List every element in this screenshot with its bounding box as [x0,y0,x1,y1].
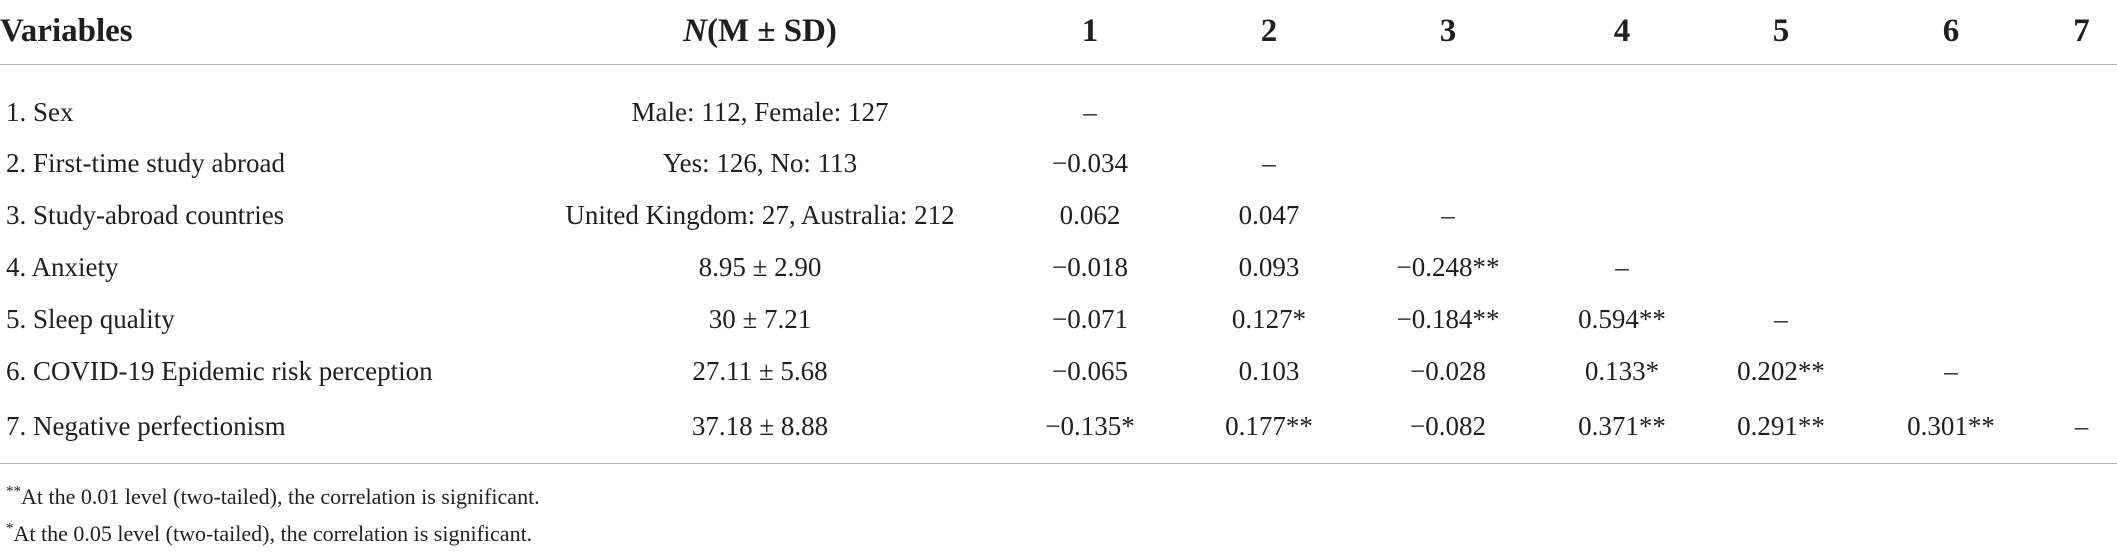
cell-col-4: – [1615,251,1629,282]
header-col-2: 2 [1260,12,1278,49]
row-n-value: United Kingdom: 27, Australia: 212 [565,199,955,230]
cell-col-5 [1706,65,1856,138]
cell-col-5 [1706,137,1856,189]
header-col-4: 4 [1613,12,1631,49]
table-row: 4. Anxiety 8.95 ± 2.90 −0.018 0.093 −0.2… [0,241,2117,293]
footnote-significance-001: **At the 0.01 level (two-tailed), the co… [6,478,540,515]
header-variables: Variables [0,12,133,49]
cell-col-1: −0.135* [1045,410,1135,441]
table-row: 5. Sleep quality 30 ± 7.21 −0.071 0.127*… [0,293,2117,345]
header-n-rest: (M ± SD) [706,12,837,49]
cell-col-1: 0.062 [1059,199,1121,230]
header-n-italic: N [683,12,707,49]
cell-col-3 [1358,137,1538,189]
footnote-significance-005: *At the 0.05 level (two-tailed), the cor… [6,515,540,552]
cell-col-1: −0.018 [1052,251,1128,282]
footnote-marker-double-asterisk: ** [6,483,21,500]
table-row: 3. Study-abroad countries United Kingdom… [0,189,2117,241]
cell-col-6 [1856,293,2046,345]
cell-col-5 [1706,189,1856,241]
cell-col-4: 0.371** [1578,410,1666,441]
row-variable: 6. COVID-19 Epidemic risk perception [6,355,433,386]
cell-col-4: 0.133* [1584,355,1660,386]
header-col-7: 7 [2073,12,2090,49]
cell-col-2: – [1262,147,1276,178]
footnote-text: At the 0.05 level (two-tailed), the corr… [13,521,533,546]
cell-col-7 [2046,65,2117,138]
cell-col-7: – [2074,410,2089,441]
cell-col-7 [2046,345,2117,397]
header-col-6: 6 [1942,12,1960,49]
header-col-5: 5 [1772,12,1790,49]
cell-col-7 [2046,137,2117,189]
cell-col-7 [2046,241,2117,293]
row-n-value: Yes: 126, No: 113 [662,147,858,178]
row-variable: 1. Sex [6,96,74,127]
cell-col-3: – [1441,199,1455,230]
row-n-value: 37.18 ± 8.88 [691,410,829,441]
table-row: 7. Negative perfectionism 37.18 ± 8.88 −… [0,397,2117,464]
cell-col-6 [1856,137,2046,189]
row-variable: 4. Anxiety [6,251,119,282]
header-col-1: 1 [1081,12,1099,49]
cell-col-2: 0.103 [1238,355,1300,386]
cell-col-4 [1538,65,1706,138]
table-header: Variables N(M ± SD) 1 2 3 4 5 6 7 [0,0,2117,65]
cell-col-2: 0.127* [1231,303,1307,334]
cell-col-7 [2046,293,2117,345]
cell-col-5 [1706,241,1856,293]
cell-col-3: −0.082 [1410,410,1486,441]
cell-col-2: 0.093 [1238,251,1300,282]
header-n-mean-sd: N(M ± SD) [520,0,1000,65]
cell-col-6: 0.301** [1907,410,1995,441]
footnote-text: At the 0.01 level (two-tailed), the corr… [21,484,540,509]
cell-col-1: −0.071 [1052,303,1128,334]
cell-col-2: 0.177** [1225,410,1313,441]
cell-col-1: – [1083,96,1097,127]
cell-col-5: 0.291** [1737,410,1825,441]
table-row: 1. Sex Male: 112, Female: 127 – [0,65,2117,138]
row-variable: 7. Negative perfectionism [6,410,286,441]
header-row: Variables N(M ± SD) 1 2 3 4 5 6 7 [0,0,2117,65]
cell-col-2 [1180,65,1358,138]
row-variable: 2. First-time study abroad [6,147,285,178]
row-n-value: 27.11 ± 5.68 [692,355,828,386]
row-n-value: 8.95 ± 2.90 [698,251,822,282]
cell-col-2: 0.047 [1238,199,1300,230]
footnote-marker-asterisk: * [6,520,14,537]
correlation-table: Variables N(M ± SD) 1 2 3 4 5 6 7 1. Sex… [0,0,2117,464]
cell-col-3: −0.248** [1396,251,1500,282]
cell-col-1: −0.065 [1052,355,1128,386]
cell-col-5: 0.202** [1737,355,1825,386]
correlation-table-container: Variables N(M ± SD) 1 2 3 4 5 6 7 1. Sex… [0,0,2117,464]
cell-col-4 [1538,137,1706,189]
row-variable: 3. Study-abroad countries [6,199,285,230]
cell-col-3: −0.028 [1410,355,1486,386]
table-row: 2. First-time study abroad Yes: 126, No:… [0,137,2117,189]
row-n-value: 30 ± 7.21 [708,303,812,334]
row-n-value: Male: 112, Female: 127 [631,96,889,127]
cell-col-1: −0.034 [1052,147,1128,178]
cell-col-7 [2046,189,2117,241]
table-body: 1. Sex Male: 112, Female: 127 – 2. First… [0,65,2117,464]
header-col-3: 3 [1439,12,1457,49]
table-row: 6. COVID-19 Epidemic risk perception 27.… [0,345,2117,397]
cell-col-4 [1538,189,1706,241]
cell-col-6 [1856,241,2046,293]
row-variable: 5. Sleep quality [6,303,175,334]
cell-col-6 [1856,189,2046,241]
cell-col-3 [1358,65,1538,138]
cell-col-3: −0.184** [1396,303,1500,334]
cell-col-6 [1856,65,2046,138]
cell-col-5: – [1774,303,1788,334]
cell-col-4: 0.594** [1578,303,1666,334]
cell-col-6: – [1944,355,1958,386]
table-footnotes: **At the 0.01 level (two-tailed), the co… [6,478,540,552]
